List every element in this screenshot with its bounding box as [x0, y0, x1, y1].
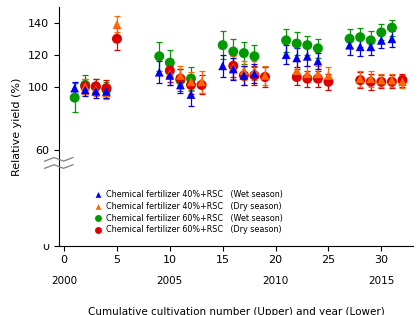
Point	[357, 77, 364, 83]
Point	[378, 77, 385, 83]
Text: 2010: 2010	[262, 276, 289, 286]
Point	[177, 76, 184, 81]
Point	[357, 44, 364, 49]
Point	[315, 46, 321, 51]
Point	[188, 92, 194, 97]
Point	[294, 55, 300, 60]
Point	[368, 38, 374, 43]
Point	[166, 68, 173, 73]
Text: 2000: 2000	[51, 276, 77, 286]
Point	[230, 49, 236, 54]
Point	[92, 84, 99, 89]
Point	[177, 77, 184, 83]
Point	[188, 79, 194, 84]
Point	[230, 66, 236, 72]
Point	[388, 36, 395, 41]
Legend: Chemical fertilizer 40%+RSC   (Wet season), Chemical fertilizer 40%+RSC   (Dry s: Chemical fertilizer 40%+RSC (Wet season)…	[91, 188, 286, 237]
Point	[166, 60, 173, 65]
Point	[251, 73, 258, 78]
Point	[368, 44, 374, 49]
Point	[294, 68, 300, 73]
Point	[92, 89, 99, 94]
Point	[219, 63, 226, 68]
Point	[346, 43, 353, 48]
Point	[325, 73, 332, 78]
Point	[82, 83, 89, 88]
Point	[156, 54, 163, 59]
Point	[304, 54, 311, 59]
Point	[304, 43, 311, 48]
Point	[71, 86, 78, 91]
Point	[241, 68, 247, 73]
Text: 2005: 2005	[157, 276, 183, 286]
Point	[103, 90, 110, 95]
Point	[388, 25, 395, 30]
Text: 2015: 2015	[368, 276, 394, 286]
Point	[241, 73, 247, 78]
Point	[304, 76, 311, 81]
Point	[198, 83, 205, 88]
Point	[399, 77, 406, 83]
Point	[399, 79, 406, 84]
Point	[251, 71, 258, 76]
Point	[113, 36, 120, 41]
Point	[346, 36, 353, 41]
Point	[177, 83, 184, 88]
Point	[230, 63, 236, 68]
Point	[82, 84, 89, 89]
Point	[283, 38, 289, 43]
Point	[113, 22, 120, 27]
Point	[304, 71, 311, 76]
Point	[357, 76, 364, 81]
Point	[283, 52, 289, 57]
Point	[188, 83, 194, 88]
Point	[251, 54, 258, 59]
Point	[357, 35, 364, 40]
Point	[92, 87, 99, 92]
Point	[156, 70, 163, 75]
Point	[241, 73, 247, 78]
Point	[251, 68, 258, 73]
Point	[82, 84, 89, 89]
Point	[388, 79, 395, 84]
Point	[368, 76, 374, 81]
Point	[378, 30, 385, 35]
Point	[315, 71, 321, 76]
Point	[262, 73, 268, 78]
Point	[315, 59, 321, 64]
Point	[315, 76, 321, 81]
Point	[71, 95, 78, 100]
Point	[219, 43, 226, 48]
Point	[103, 89, 110, 94]
Point	[241, 51, 247, 56]
Point	[103, 86, 110, 91]
Point	[262, 74, 268, 79]
Point	[230, 65, 236, 70]
Point	[325, 79, 332, 84]
X-axis label: Cumulative cultivation number (Upper) and year (Lower): Cumulative cultivation number (Upper) an…	[87, 307, 384, 315]
Point	[103, 87, 110, 92]
Point	[198, 79, 205, 84]
Y-axis label: Relative yield (%): Relative yield (%)	[13, 77, 22, 175]
Point	[378, 79, 385, 84]
Point	[388, 77, 395, 83]
Point	[188, 76, 194, 81]
Point	[82, 87, 89, 92]
Point	[166, 71, 173, 76]
Point	[294, 41, 300, 46]
Point	[92, 84, 99, 89]
Point	[177, 73, 184, 78]
Bar	[34, 167, 57, 243]
Point	[166, 73, 173, 78]
Point	[294, 74, 300, 79]
Point	[378, 38, 385, 43]
Point	[368, 79, 374, 84]
